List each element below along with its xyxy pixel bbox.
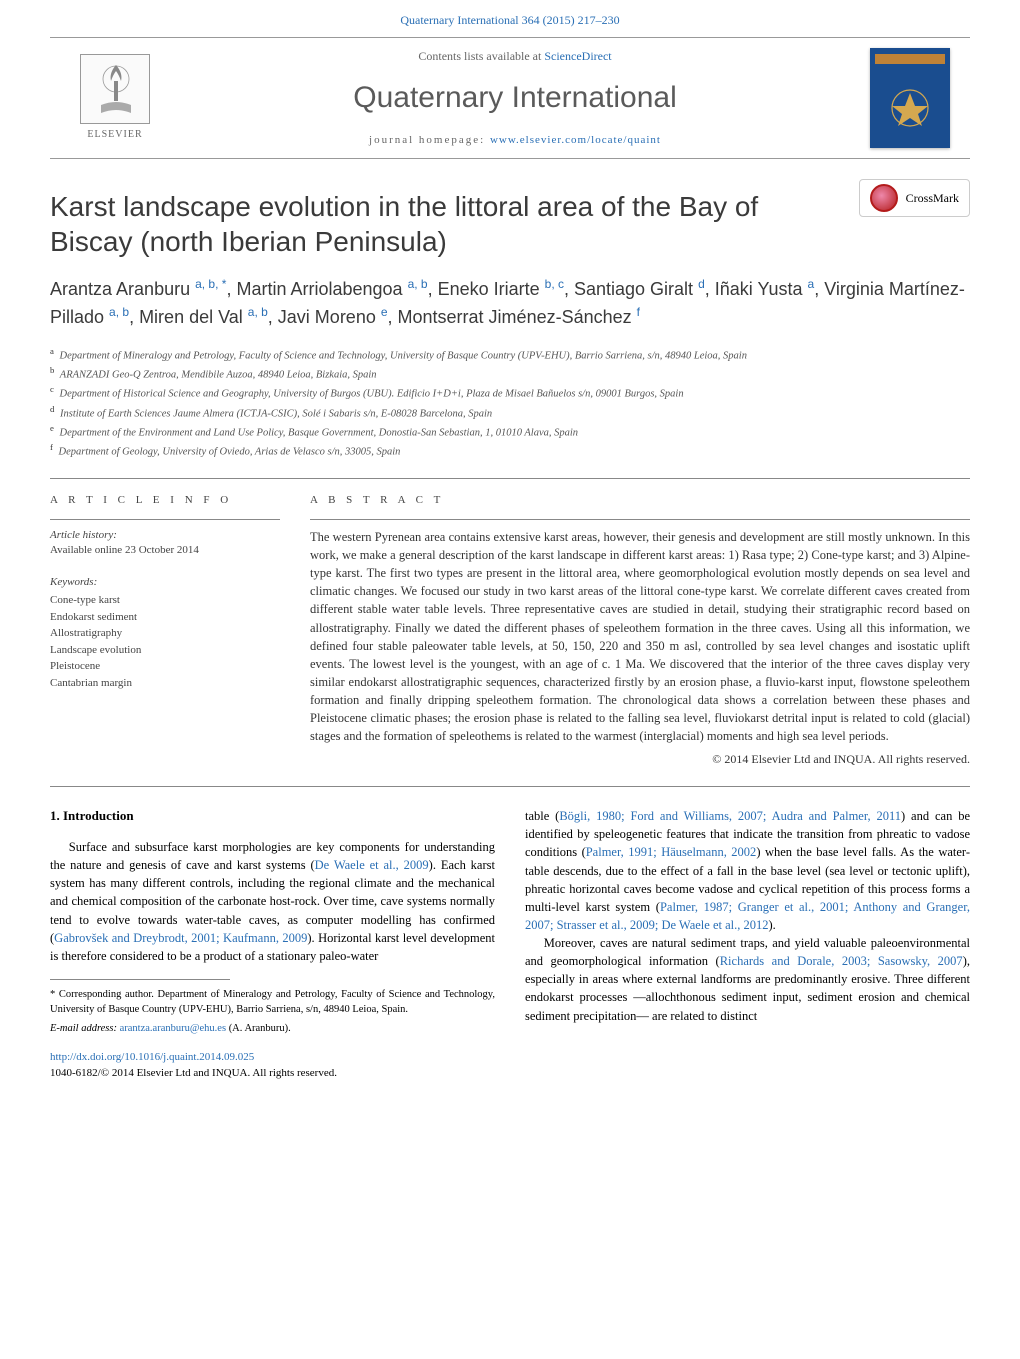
abstract-label: A B S T R A C T xyxy=(310,493,970,508)
citation-header: Quaternary International 364 (2015) 217–… xyxy=(0,0,1020,37)
copyright-line: © 2014 Elsevier Ltd and INQUA. All right… xyxy=(310,751,970,768)
article-title: Karst landscape evolution in the littora… xyxy=(50,189,830,259)
intro-paragraph-1: Surface and subsurface karst morphologie… xyxy=(50,838,495,965)
publisher-logo: ELSEVIER xyxy=(70,48,160,148)
authors-list: Arantza Aranburu a, b, *, Martin Arriola… xyxy=(50,275,970,331)
abstract-text: The western Pyrenean area contains exten… xyxy=(310,528,970,746)
article-info-block: A R T I C L E I N F O Article history: A… xyxy=(50,493,280,768)
journal-cover-thumbnail xyxy=(870,48,950,148)
elsevier-tree-icon xyxy=(80,54,150,124)
history-date: Available online 23 October 2014 xyxy=(50,543,280,558)
corresponding-author: * Corresponding author. Department of Mi… xyxy=(50,988,495,1017)
section-heading-intro: 1. Introduction xyxy=(50,807,495,826)
journal-header: ELSEVIER Contents lists available at Sci… xyxy=(50,37,970,159)
journal-homepage: journal homepage: www.elsevier.com/locat… xyxy=(160,133,870,148)
sciencedirect-link[interactable]: ScienceDirect xyxy=(544,49,611,63)
doi-link[interactable]: http://dx.doi.org/10.1016/j.quaint.2014.… xyxy=(50,1051,254,1063)
contents-available: Contents lists available at ScienceDirec… xyxy=(160,48,870,65)
history-label: Article history: xyxy=(50,528,280,543)
left-column: 1. Introduction Surface and subsurface k… xyxy=(50,807,495,1081)
article-info-label: A R T I C L E I N F O xyxy=(50,493,280,508)
issn-line: 1040-6182/© 2014 Elsevier Ltd and INQUA.… xyxy=(50,1067,337,1079)
affiliations-list: a Department of Mineralogy and Petrology… xyxy=(50,345,970,461)
crossmark-icon xyxy=(870,184,898,212)
email-link[interactable]: arantza.aranburu@ehu.es xyxy=(120,1023,226,1034)
keywords-label: Keywords: xyxy=(50,575,280,590)
publisher-name: ELSEVIER xyxy=(87,128,142,142)
doi-block: http://dx.doi.org/10.1016/j.quaint.2014.… xyxy=(50,1050,495,1081)
footnote-divider xyxy=(50,979,230,980)
body-divider xyxy=(50,786,970,787)
homepage-link[interactable]: www.elsevier.com/locate/quaint xyxy=(490,134,661,146)
journal-title: Quaternary International xyxy=(160,77,870,119)
right-column: table (Bögli, 1980; Ford and Williams, 2… xyxy=(525,807,970,1081)
email-line: E-mail address: arantza.aranburu@ehu.es … xyxy=(50,1021,495,1036)
abstract-block: A B S T R A C T The western Pyrenean are… xyxy=(310,493,970,768)
crossmark-badge[interactable]: CrossMark xyxy=(859,179,970,217)
keywords-list: Cone-type karstEndokarst sedimentAllostr… xyxy=(50,592,280,691)
intro-paragraph-3: Moreover, caves are natural sediment tra… xyxy=(525,934,970,1025)
intro-paragraph-2: table (Bögli, 1980; Ford and Williams, 2… xyxy=(525,807,970,934)
divider-line xyxy=(50,478,970,479)
